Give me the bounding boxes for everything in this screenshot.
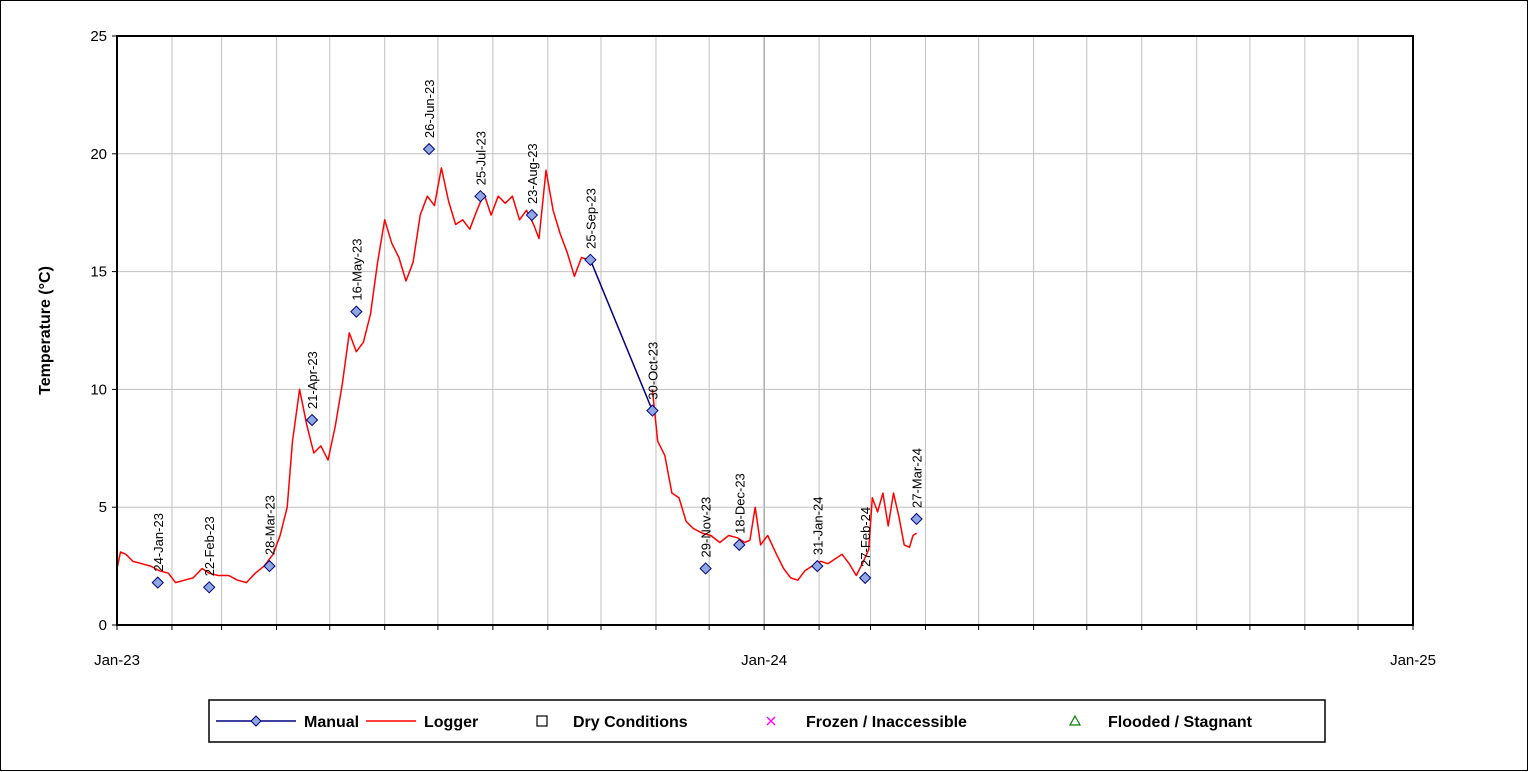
- manual-point-label: 23-Aug-23: [525, 143, 540, 204]
- manual-series: [151, 142, 923, 594]
- plot-area-frame: [116, 35, 1414, 626]
- axes: 0 5 10 15 20 25 Jan-23 Jan-24 Jan-25: [90, 28, 1436, 669]
- y-tick-label: 15: [90, 264, 107, 281]
- y-tick-label: 10: [90, 381, 107, 398]
- legend: Manual Logger Dry Conditions Frozen / Inacc…: [208, 699, 1326, 743]
- manual-point-label: 25-Sep-23: [583, 188, 598, 249]
- manual-point: [811, 559, 824, 573]
- manual-line: [589, 259, 654, 411]
- manual-point-label: 30-Oct-23: [645, 342, 660, 400]
- logger-line: [651, 389, 918, 581]
- manual-point-label: 22-Feb-23: [202, 516, 217, 576]
- manual-point: [910, 512, 923, 526]
- y-axis-title: Temperature (°C): [37, 266, 54, 395]
- manual-point-label: 16-May-23: [349, 239, 364, 301]
- manual-point-label: 18-Dec-23: [732, 473, 747, 534]
- logger-series: [116, 167, 918, 584]
- manual-point: [422, 142, 436, 156]
- manual-point: [733, 538, 746, 552]
- legend-label-logger: Logger: [424, 714, 478, 731]
- manual-point-label: 21-Apr-23: [305, 351, 320, 409]
- manual-point: [646, 404, 659, 417]
- x-tick-label: Jan-25: [1390, 652, 1436, 669]
- legend-flooded-marker: [1068, 714, 1082, 726]
- manual-point: [350, 305, 363, 318]
- x-tick-label: Jan-24: [741, 652, 787, 669]
- legend-label-frozen-inaccessible: Frozen / Inaccessible: [806, 714, 967, 731]
- y-tick-label: 0: [99, 617, 107, 634]
- legend-label-flooded-stagnant: Flooded / Stagnant: [1108, 714, 1253, 731]
- manual-point: [151, 576, 164, 589]
- legend-frozen-marker: [766, 716, 776, 726]
- manual-point-label: 31-Jan-24: [810, 497, 825, 556]
- manual-point: [263, 559, 276, 573]
- manual-point-label: 27-Feb-24: [858, 507, 873, 567]
- y-tick-label: 5: [99, 499, 107, 516]
- y-tick-label: 20: [90, 146, 107, 163]
- point-labels: 24-Jan-23 22-Feb-23 28-Mar-23 21-Apr-23 16-M…: [151, 80, 925, 577]
- manual-point: [202, 581, 216, 594]
- legend-label-manual: Manual: [304, 714, 359, 731]
- y-tick-label: 25: [90, 28, 107, 45]
- manual-point: [305, 413, 319, 427]
- manual-point-label: 24-Jan-23: [151, 513, 166, 572]
- legend-label-dry-conditions: Dry Conditions: [573, 714, 688, 731]
- x-tick-label: Jan-23: [94, 652, 140, 669]
- manual-point-label: 29-Nov-23: [699, 497, 714, 558]
- legend-dry-marker: [536, 715, 548, 727]
- logger-line: [116, 167, 589, 584]
- manual-point: [525, 208, 539, 222]
- manual-point-label: 28-Mar-23: [262, 495, 277, 555]
- manual-point: [474, 190, 487, 203]
- manual-point-label: 27-Mar-24: [910, 448, 925, 508]
- manual-point-label: 26-Jun-23: [422, 80, 437, 139]
- manual-point: [584, 253, 597, 267]
- manual-point: [858, 571, 872, 585]
- manual-point-label: 25-Jul-23: [473, 131, 488, 185]
- legend-manual-marker: [250, 715, 262, 727]
- manual-point: [699, 562, 712, 575]
